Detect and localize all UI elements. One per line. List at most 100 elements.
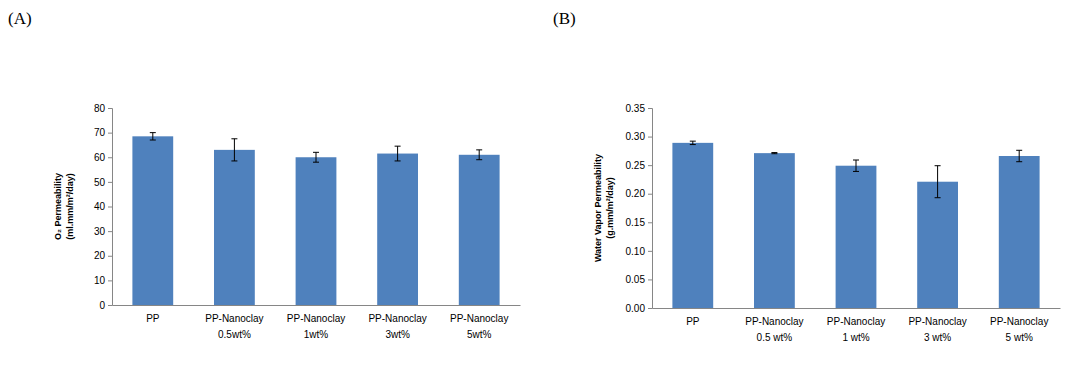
plot-area <box>132 133 499 305</box>
error-stem <box>692 141 693 144</box>
y-tick-label: 0.35 <box>626 103 646 114</box>
panel-label: (A) <box>8 9 32 28</box>
x-tick: PP-Nanoclay1wt% <box>287 313 345 340</box>
plot-area <box>672 141 1039 308</box>
y-tick: 80 <box>94 103 112 114</box>
bar <box>132 136 173 305</box>
error-cap <box>150 140 156 141</box>
bar <box>296 157 337 305</box>
panel-label: (B) <box>553 9 576 28</box>
error-cap <box>231 160 237 161</box>
y-axis-line <box>108 109 113 306</box>
error-cap <box>771 152 777 153</box>
y-tick: 30 <box>94 226 112 237</box>
x-tick-label: PP-Nanoclay1 wt% <box>827 316 885 343</box>
error-cap <box>476 149 482 150</box>
error-stem <box>856 160 857 171</box>
y-tick-mark <box>648 194 652 195</box>
y-tick: 0.10 <box>626 246 652 257</box>
y-tick-label: 0 <box>99 300 105 311</box>
bar <box>459 155 500 305</box>
y-tick-mark <box>648 165 652 166</box>
y-tick: 0.30 <box>626 131 652 142</box>
y-tick: 0.25 <box>626 160 652 171</box>
y-tick-label: 40 <box>94 201 106 212</box>
y-tick-label: 60 <box>94 152 106 163</box>
y-tick-mark <box>108 207 112 208</box>
error-cap <box>771 153 777 154</box>
x-tick-label: PP-Nanoclay3wt% <box>368 313 426 340</box>
x-tick: PP-Nanoclay3wt% <box>368 313 426 340</box>
bar <box>377 154 418 305</box>
error-cap <box>935 197 941 198</box>
y-tick: 0 <box>99 300 112 311</box>
x-tick: PP <box>686 316 700 327</box>
error-cap <box>395 146 401 147</box>
y-tick-mark <box>648 108 652 109</box>
x-tick-label: PP-Nanoclay5wt% <box>450 313 508 340</box>
error-cap <box>1016 161 1022 162</box>
x-axis: PP PP-Nanoclay0.5 wt% PP-Nanoclay1 wt% PP-N… <box>653 309 1061 343</box>
y-tick-label: 0.25 <box>626 160 646 171</box>
x-tick-label: PP <box>146 313 160 324</box>
x-tick-label: PP-Nanoclay0.5wt% <box>205 313 263 340</box>
y-tick-mark <box>648 308 652 309</box>
error-stem <box>1019 150 1020 161</box>
error-cap <box>1016 150 1022 151</box>
y-tick-mark <box>648 137 652 138</box>
error-cap <box>395 160 401 161</box>
bar <box>672 143 713 308</box>
y-tick-mark <box>108 182 112 183</box>
y-tick-mark <box>648 279 652 280</box>
figure: (A)01020304050607080PPPP-Nanoclay0.5wt%P… <box>0 0 1082 368</box>
x-tick-label: PP-Nanoclay3 wt% <box>908 316 966 343</box>
y-tick-mark <box>108 133 112 134</box>
error-bar <box>231 139 237 161</box>
y-axis-title: O₂ Permeability(ml.mm/m²/day) <box>53 173 74 240</box>
y-tick-mark <box>108 231 112 232</box>
x-tick: PP-Nanoclay1 wt% <box>827 316 885 343</box>
x-tick: PP-Nanoclay5wt% <box>450 313 508 340</box>
y-tick-mark <box>108 280 112 281</box>
error-cap <box>150 132 156 133</box>
x-tick: PP-Nanoclay5 wt% <box>990 316 1048 343</box>
y-tick: 0.00 <box>626 303 652 314</box>
error-stem <box>397 146 398 161</box>
y-tick-label: 0.15 <box>626 217 646 228</box>
y-tick-label: 0.20 <box>626 188 646 199</box>
error-cap <box>476 159 482 160</box>
error-stem <box>152 133 153 140</box>
error-bar <box>313 152 319 162</box>
y-tick: 60 <box>94 152 112 163</box>
y-tick-label: 30 <box>94 226 106 237</box>
error-cap <box>690 141 696 142</box>
y-tick-mark <box>648 251 652 252</box>
y-tick-mark <box>108 305 112 306</box>
y-tick-mark <box>108 108 112 109</box>
x-axis-line <box>113 305 521 306</box>
y-axis: 01020304050607080 <box>94 103 113 311</box>
x-tick: PP-Nanoclay0.5wt% <box>205 313 263 340</box>
error-bar <box>690 141 696 144</box>
error-cap <box>313 152 319 153</box>
bar <box>917 182 958 308</box>
y-tick: 20 <box>94 250 112 261</box>
x-tick-label: PP-Nanoclay0.5 wt% <box>745 316 803 343</box>
x-tick-label: PP-Nanoclay1wt% <box>287 313 345 340</box>
error-bar <box>395 146 401 161</box>
error-stem <box>479 150 480 160</box>
error-cap <box>690 144 696 145</box>
error-cap <box>853 160 859 161</box>
error-stem <box>234 139 235 161</box>
x-tick: PP <box>146 313 160 324</box>
error-bar <box>771 153 777 154</box>
bar <box>999 156 1040 308</box>
y-tick-mark <box>108 157 112 158</box>
y-tick-label: 0.10 <box>626 246 646 257</box>
y-tick: 0.05 <box>626 274 652 285</box>
error-bar <box>853 160 859 171</box>
y-tick: 0.20 <box>626 188 652 199</box>
x-tick: PP-Nanoclay0.5 wt% <box>745 316 803 343</box>
error-bar <box>476 150 482 160</box>
y-tick-label: 50 <box>94 177 106 188</box>
